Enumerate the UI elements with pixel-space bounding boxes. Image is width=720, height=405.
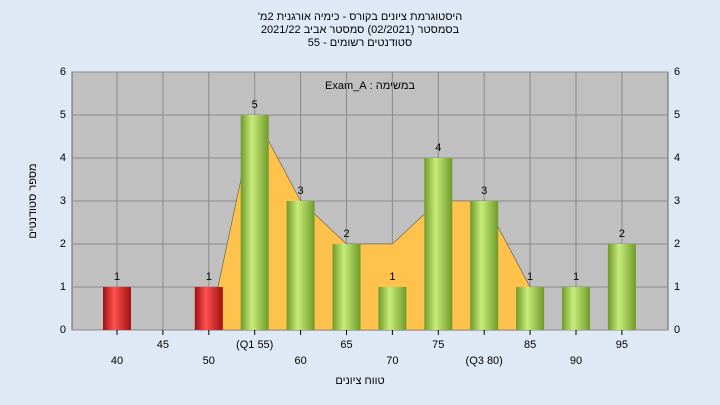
x-tick-label: 50 [203, 355, 215, 367]
annotation: במשימה : Exam_A [325, 80, 415, 92]
data-label: 1 [573, 271, 579, 283]
y-tick-label: 2 [60, 238, 66, 250]
data-label: 1 [206, 271, 212, 283]
data-label: 5 [252, 99, 258, 111]
x-tick-label: 45 [157, 339, 169, 351]
bar [516, 287, 545, 330]
y2-tick-label: 1 [674, 281, 680, 293]
x-tick-label: (Q1 55) [236, 339, 273, 351]
data-label: 3 [298, 185, 304, 197]
x-tick-label: 40 [111, 355, 123, 367]
x-tick-label: 70 [386, 355, 398, 367]
y2-tick-label: 5 [674, 109, 680, 121]
bar [332, 244, 361, 330]
chart-title: היסטוגרמת ציונים בקורס - כימיה אורגנית 2… [258, 11, 462, 23]
y-axis-label: מספר סטודנטים [27, 163, 39, 238]
y-tick-label: 1 [60, 281, 66, 293]
bar [562, 287, 590, 330]
y2-tick-label: 3 [674, 195, 680, 207]
y-tick-label: 0 [60, 324, 66, 336]
y-tick-label: 5 [60, 109, 66, 121]
x-tick-label: 90 [570, 355, 582, 367]
data-label: 1 [527, 271, 533, 283]
bar [607, 244, 636, 330]
y2-tick-label: 2 [674, 238, 680, 250]
bar [286, 201, 315, 330]
y-tick-label: 3 [60, 195, 66, 207]
data-label: 2 [343, 228, 349, 240]
chart-subtitle: בסמסטר (02/2021) סמסטר אביב 2021/22 [261, 24, 460, 36]
data-label: 4 [435, 142, 441, 154]
y2-tick-label: 0 [674, 324, 680, 336]
bar [103, 287, 131, 330]
x-tick-label: (Q3 80) [466, 355, 503, 367]
data-label: 2 [619, 228, 625, 240]
x-tick-label: 85 [524, 339, 536, 351]
bar [470, 201, 499, 330]
data-label: 1 [389, 271, 395, 283]
y2-tick-label: 6 [674, 66, 680, 78]
y-tick-label: 6 [60, 66, 66, 78]
bar [424, 158, 453, 330]
data-label: 3 [481, 185, 487, 197]
x-tick-label: 95 [616, 339, 628, 351]
chart-subtitle: סטודנטים רשומים - 55 [308, 37, 412, 49]
data-label: 1 [114, 271, 120, 283]
y2-tick-label: 4 [674, 152, 680, 164]
x-tick-label: 65 [340, 339, 352, 351]
x-tick-label: 75 [432, 339, 444, 351]
x-axis-label: טווח ציונים [335, 375, 384, 387]
bar [194, 287, 223, 330]
y-tick-label: 4 [60, 152, 66, 164]
x-tick-label: 60 [294, 355, 306, 367]
bar [378, 287, 407, 330]
bar [240, 115, 269, 330]
